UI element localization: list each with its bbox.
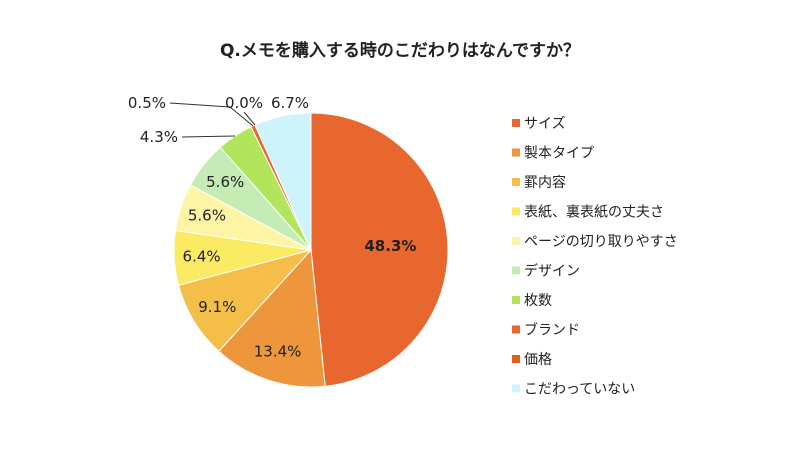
leader-line-8 [243, 111, 256, 126]
chart-title: Q.メモを購入する時のこだわりはなんですか？ [219, 41, 581, 61]
legend-label-7: ブランド [524, 322, 580, 339]
value-label-9: 6.7% [271, 94, 309, 112]
pie-slice-0 [310, 112, 449, 387]
value-label-5: 5.6% [206, 173, 244, 191]
legend-swatch-4 [512, 237, 520, 245]
legend-label-8: 価格 [524, 352, 552, 368]
value-label-8: 0.0% [225, 94, 263, 112]
legend-swatch-2 [512, 178, 520, 186]
value-label-3: 6.4% [183, 247, 221, 265]
legend-swatch-7 [512, 325, 520, 334]
legend-label-0: サイズ [524, 116, 566, 132]
value-label-1: 13.4% [254, 343, 302, 361]
legend-label-4: ページの切り取りやすさ [524, 234, 678, 250]
legend-label-6: 枚数 [524, 293, 552, 309]
legend-swatch-0 [512, 119, 520, 127]
legend-label-1: 製本タイプ [524, 146, 594, 162]
value-label-0: 48.3% [364, 237, 416, 255]
value-label-6: 4.3% [140, 128, 178, 146]
legend-swatch-6 [512, 296, 520, 304]
legend-swatch-5 [512, 266, 520, 275]
leader-line-6 [181, 135, 236, 138]
legend-swatch-3 [512, 207, 520, 216]
legend-swatch-8 [512, 355, 520, 363]
legend-label-3: 表紙、裏表紙の丈夫さ [524, 204, 664, 221]
legend-label-5: デザイン [524, 263, 580, 280]
legend-swatch-1 [512, 148, 520, 157]
legend-swatch-9 [512, 384, 520, 393]
leader-line-7 [169, 102, 254, 127]
pie-slice-1 [218, 248, 326, 388]
legend-label-9: こだわっていない [524, 382, 635, 398]
pie-slice-2 [177, 249, 313, 352]
value-label-2: 9.1% [198, 298, 236, 316]
legend-label-2: 罫内容 [524, 174, 566, 191]
value-label-7: 0.5% [128, 94, 166, 112]
value-label-4: 5.6% [188, 207, 226, 225]
